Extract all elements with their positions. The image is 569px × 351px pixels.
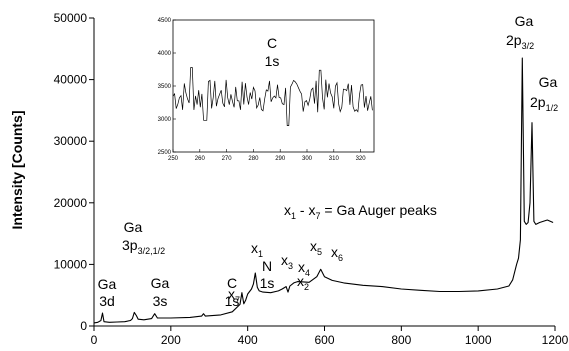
- y-tick-label: 20000: [54, 196, 88, 210]
- x-tick-label: 1000: [465, 333, 492, 347]
- ann-auger-note: x1 - x7 = Ga Auger peaks: [284, 202, 437, 221]
- inset-title-c: C: [267, 35, 277, 51]
- x-tick-label: 800: [391, 333, 411, 347]
- inset-signal-line: [172, 67, 373, 126]
- y-axis-label: Intensity [Counts]: [9, 111, 25, 230]
- inset-y-tick-label: 4500: [158, 18, 172, 24]
- ann-c1s-line2: 1s: [225, 293, 240, 309]
- y-tick-label: 0: [80, 319, 87, 333]
- ann-c1s-line1: C: [227, 275, 237, 291]
- ann-x5: x5: [310, 238, 322, 257]
- inset-x-tick-label: 260: [195, 156, 206, 162]
- x-tick-label: 1200: [542, 333, 569, 347]
- y-tick-label: 30000: [54, 134, 88, 148]
- inset-y-tick-label: 3000: [158, 117, 172, 123]
- main-axes: 0 10000 20000 30000 40000 50000 0 200 400 600 800 1…: [54, 11, 569, 347]
- inset-x-tick-label: 290: [275, 156, 286, 162]
- ann-n1s-line2: 1s: [260, 275, 275, 291]
- ann-ga3p-sub: 3/2,1/2: [138, 246, 166, 256]
- x-tick-label: 200: [161, 333, 181, 347]
- main-series: [93, 57, 554, 324]
- inset-x-tick-label: 270: [222, 156, 233, 162]
- ann-ga2p12-line1: Ga: [539, 74, 558, 90]
- spectrum-line: [93, 57, 554, 324]
- ann-ga3d-line2: 3d: [99, 293, 115, 309]
- inset-x-tick-label: 250: [168, 156, 179, 162]
- ann-x3: x3: [281, 252, 293, 271]
- inset-y-tick-label: 3500: [158, 84, 172, 90]
- ann-ga3p-line1: Ga: [124, 219, 143, 235]
- y-tick-label: 10000: [54, 257, 88, 271]
- inset-x-tick-label: 320: [356, 156, 367, 162]
- ann-x4: x4: [298, 259, 310, 278]
- ann-ga2p12-line2: 2p1/2: [530, 94, 558, 113]
- ann-ga3s-line2: 3s: [153, 293, 168, 309]
- ann-x2: x2: [297, 273, 309, 292]
- x-tick-label: 0: [91, 333, 98, 347]
- ann-ga2p32-line1: Ga: [515, 13, 534, 29]
- inset-y-tick-label: 2500: [158, 150, 172, 156]
- x-tick-label: 600: [314, 333, 334, 347]
- ann-ga3p-line2: 3p3/2,1/2: [122, 237, 165, 256]
- inset-chart: 2500 3000 3500 4000 4500 250 260 270 280 290 300 31…: [158, 18, 375, 162]
- ann-x6: x6: [331, 244, 343, 263]
- y-tick-label: 40000: [54, 73, 88, 87]
- ann-x1: x1: [251, 240, 263, 259]
- inset-x-tick-label: 300: [302, 156, 313, 162]
- ann-ga2p32-line2: 2p3/2: [506, 32, 534, 51]
- inset-frame: [172, 19, 375, 153]
- y-tick-label: 50000: [54, 11, 88, 25]
- ann-ga3s-line1: Ga: [151, 275, 170, 291]
- ann-ga3p-main: 3p: [122, 237, 138, 253]
- inset-x-tick-label: 280: [248, 156, 259, 162]
- inset-y-tick-label: 4000: [158, 51, 172, 57]
- x-tick-label: 400: [238, 333, 258, 347]
- ann-ga3d-line1: Ga: [98, 276, 117, 292]
- inset-x-tick-label: 310: [329, 156, 340, 162]
- ann-n1s-line1: N: [262, 258, 272, 274]
- inset-title-1s: 1s: [265, 53, 280, 69]
- ann-x7: x7: [228, 286, 240, 305]
- peak-annotations: Ga 3d Ga 3p3/2,1/2 Ga 3s C 1s N 1s x7 x1…: [98, 13, 558, 309]
